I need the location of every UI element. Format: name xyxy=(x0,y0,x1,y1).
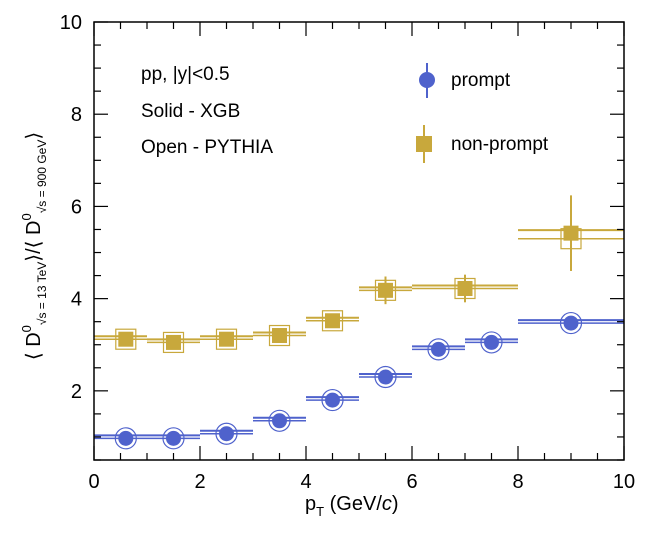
open-marker xyxy=(114,427,137,450)
y-title-close: ⟩ xyxy=(23,132,45,140)
legend-nonprompt-marker xyxy=(416,136,432,152)
y-title-sup2: 0 xyxy=(19,213,34,220)
series-non-prompt-open xyxy=(94,228,624,354)
open-marker xyxy=(374,279,397,301)
open-marker xyxy=(374,365,397,389)
y-title-mid: ⟩/⟨ D xyxy=(23,221,45,262)
y-title-open: ⟨ D xyxy=(23,332,45,360)
legend-prompt-label: prompt xyxy=(451,70,511,91)
y-title-sub1: √s = 13 TeV xyxy=(35,262,49,325)
open-marker xyxy=(559,311,583,335)
open-marker xyxy=(268,409,291,432)
x-axis-title-unit: (GeV/ xyxy=(324,493,382,515)
y-tick-label: 8 xyxy=(71,104,82,126)
open-marker xyxy=(321,388,344,412)
open-marker xyxy=(454,277,476,300)
x-axis-title: pT (GeV/c) xyxy=(305,493,399,519)
open-marker xyxy=(427,338,450,361)
open-marker xyxy=(115,328,137,350)
annotation-system: pp, |y|<0.5 xyxy=(141,64,230,85)
x-tick-label: 0 xyxy=(88,471,99,493)
open-marker xyxy=(268,324,291,347)
y-axis-title: ⟨ D0√s = 13 TeV⟩/⟨ D0√s = 900 GeV⟩ xyxy=(19,132,49,360)
solid-marker xyxy=(563,225,579,241)
x-tick-label: 4 xyxy=(300,471,311,493)
annotation-solid: Solid - XGB xyxy=(141,101,240,122)
data-layer xyxy=(94,195,624,450)
open-marker xyxy=(162,427,185,450)
svg-text:⟨ D0√s = 13 TeV⟩/⟨ D0√s = 900: ⟨ D0√s = 13 TeV⟩/⟨ D0√s = 900 GeV⟩ xyxy=(19,132,49,360)
y-title-sub2: √s = 900 GeV xyxy=(35,140,49,214)
x-tick-label: 8 xyxy=(512,471,523,493)
axis-layer: 0 2 4 6 8 10 2 4 6 8 10 xyxy=(60,12,635,493)
x-tick-label: 2 xyxy=(194,471,205,493)
open-marker xyxy=(480,331,503,354)
legend-prompt-marker xyxy=(419,72,435,88)
x-axis-title-close: ) xyxy=(392,493,399,515)
y-tick-label: 10 xyxy=(60,12,82,34)
x-axis-title-sub: T xyxy=(316,504,324,519)
x-axis-title-p: p xyxy=(305,493,316,515)
legend-nonprompt-label: non-prompt xyxy=(451,134,549,155)
open-marker xyxy=(560,228,582,250)
annotation-open: Open - PYTHIA xyxy=(141,137,273,158)
x-tick-label: 6 xyxy=(406,471,417,493)
legend: prompt non-prompt xyxy=(416,63,549,163)
open-marker xyxy=(215,422,238,445)
x-axis-title-c: c xyxy=(382,493,392,515)
open-marker xyxy=(162,331,185,354)
y-tick-label: 2 xyxy=(71,381,82,403)
y-tick-label: 4 xyxy=(71,289,82,311)
open-marker xyxy=(321,310,344,332)
x-tick-label: 10 xyxy=(613,471,635,493)
series-prompt-open xyxy=(94,311,624,450)
open-marker xyxy=(215,328,238,350)
y-title-sup1: 0 xyxy=(19,325,34,332)
y-tick-label: 6 xyxy=(71,196,82,218)
